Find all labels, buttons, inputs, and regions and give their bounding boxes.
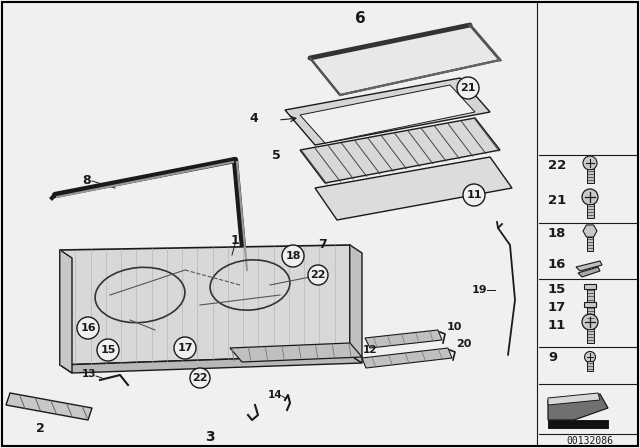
Text: 1: 1 (230, 233, 239, 246)
Text: 20: 20 (456, 339, 472, 349)
Polygon shape (365, 330, 442, 348)
Bar (586, 204, 593, 218)
Bar (586, 329, 593, 343)
Polygon shape (578, 267, 600, 277)
Bar (587, 361, 593, 371)
Polygon shape (300, 118, 500, 183)
Bar (548, 420, 608, 428)
Circle shape (584, 352, 595, 362)
Text: 22: 22 (310, 270, 326, 280)
Text: 18: 18 (548, 227, 566, 240)
Text: 16: 16 (80, 323, 96, 333)
Circle shape (282, 245, 304, 267)
Text: 22: 22 (192, 373, 208, 383)
Text: 11: 11 (548, 319, 566, 332)
Circle shape (77, 317, 99, 339)
Polygon shape (230, 343, 362, 362)
Text: 15: 15 (548, 283, 566, 296)
Polygon shape (548, 393, 600, 405)
Bar (584, 302, 596, 307)
Text: 9: 9 (548, 350, 557, 363)
Text: 18: 18 (285, 251, 301, 261)
Text: 7: 7 (318, 237, 327, 250)
Polygon shape (60, 355, 362, 373)
Bar (584, 284, 596, 289)
Polygon shape (315, 157, 512, 220)
Circle shape (582, 314, 598, 330)
Polygon shape (60, 245, 350, 365)
Polygon shape (310, 25, 500, 95)
Text: 5: 5 (272, 148, 281, 161)
Circle shape (308, 265, 328, 285)
Polygon shape (285, 78, 490, 145)
Text: 8: 8 (82, 173, 91, 186)
Bar (586, 289, 593, 303)
Text: 19: 19 (472, 285, 487, 295)
Text: 11: 11 (467, 190, 482, 200)
Text: 3: 3 (205, 430, 215, 444)
Circle shape (190, 368, 210, 388)
Circle shape (463, 184, 485, 206)
Circle shape (457, 77, 479, 99)
Text: 21: 21 (460, 83, 476, 93)
Text: 17: 17 (177, 343, 193, 353)
Polygon shape (350, 245, 362, 363)
Bar (586, 307, 593, 321)
Text: 14: 14 (268, 390, 282, 400)
Polygon shape (300, 85, 475, 143)
Polygon shape (548, 394, 608, 420)
Circle shape (97, 339, 119, 361)
Bar (587, 237, 593, 251)
Circle shape (174, 337, 196, 359)
Text: 00132086: 00132086 (566, 436, 614, 446)
Text: 21: 21 (548, 194, 566, 207)
Text: 17: 17 (548, 301, 566, 314)
Text: 10: 10 (447, 322, 462, 332)
Text: 15: 15 (100, 345, 116, 355)
Circle shape (582, 189, 598, 205)
Polygon shape (583, 225, 597, 237)
Polygon shape (362, 348, 452, 368)
Text: 22: 22 (548, 159, 566, 172)
Text: 16: 16 (548, 258, 566, 271)
Polygon shape (6, 393, 92, 420)
Bar (586, 169, 593, 183)
Text: 4: 4 (249, 112, 258, 125)
Circle shape (583, 156, 597, 170)
Polygon shape (576, 261, 602, 271)
Polygon shape (60, 250, 72, 373)
Text: 12: 12 (363, 345, 378, 355)
Text: 6: 6 (355, 10, 365, 26)
Text: 13: 13 (81, 369, 96, 379)
Text: 2: 2 (36, 422, 44, 435)
